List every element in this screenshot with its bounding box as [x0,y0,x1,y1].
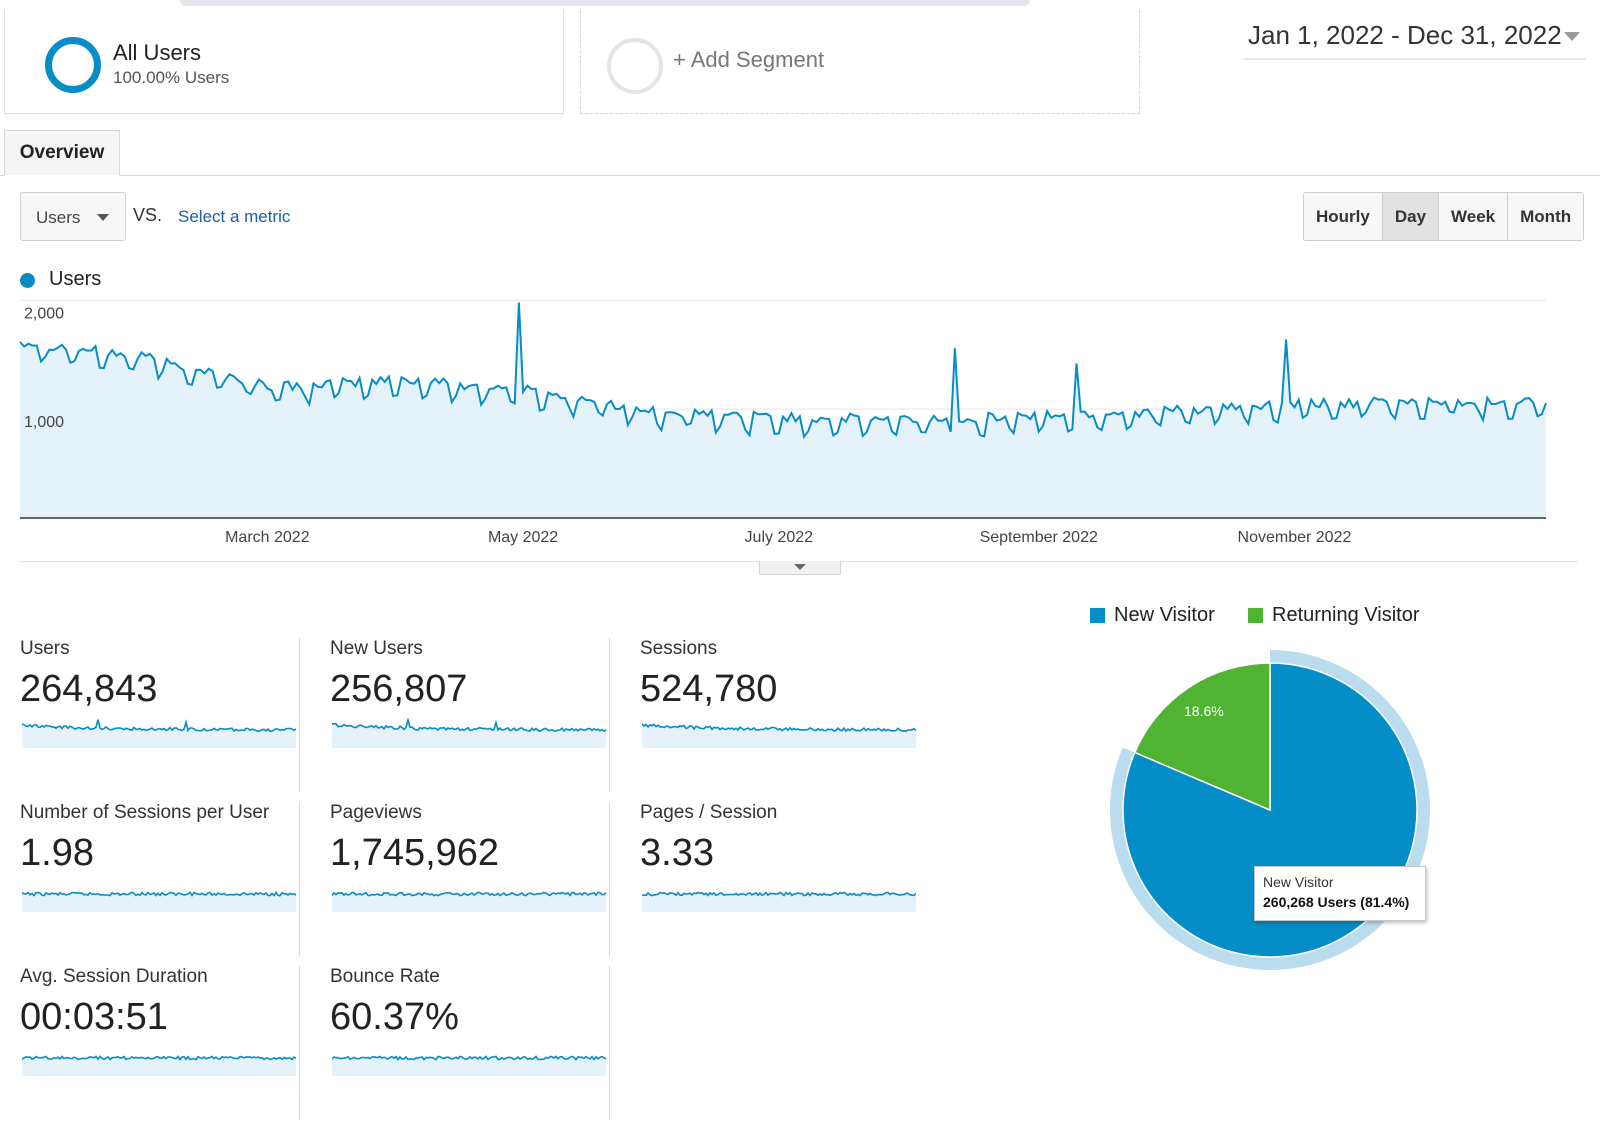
metric-select-value: Users [36,208,81,227]
y-tick-label: 2,000 [24,305,64,322]
day-button[interactable]: Day [1382,193,1440,240]
pie-legend-returning-label: Returning Visitor [1272,604,1420,626]
sparkline-area [332,720,606,748]
x-tick-label: July 2022 [745,529,814,546]
x-tick-label: November 2022 [1238,529,1352,546]
tab-overview[interactable]: Overview [4,130,120,176]
sparkline-area [22,1056,296,1076]
sparkline-line [332,1055,606,1061]
sparkline-line [22,719,296,733]
users-legend-dot [20,273,35,288]
segment-subtitle: 100.00% Users [113,68,230,87]
metric-tile[interactable]: Users 264,843 [0,638,300,792]
sparkline-line [642,891,916,897]
pie-legend-new[interactable]: New Visitor [1090,604,1215,627]
metric-label: Number of Sessions per User [20,802,270,823]
select-metric-link[interactable]: Select a metric [178,207,291,226]
metric-value: 1.98 [20,832,94,874]
date-range-picker[interactable]: Jan 1, 2022 - Dec 31, 2022 [1244,14,1586,60]
metric-value: 3.33 [640,832,714,874]
add-segment-button[interactable]: + Add Segment [580,10,1140,114]
metric-tile[interactable]: Avg. Session Duration 00:03:51 [0,966,300,1120]
metric-tile[interactable]: Sessions 524,780 [620,638,920,792]
visitor-type-pie-chart [1109,650,1430,971]
metric-label: Sessions [640,638,718,659]
x-tick-label: September 2022 [980,529,1098,546]
sparkline-area [642,723,916,748]
segment-ring-icon [45,37,101,93]
metric-sparkline [22,890,296,912]
hourly-button[interactable]: Hourly [1304,193,1383,240]
metric-sparkline [22,1055,296,1076]
metric-tile[interactable]: Number of Sessions per User 1.98 [0,802,300,956]
metric-sparkline [642,891,916,912]
sparkline-line [642,723,916,733]
users-legend-label: Users [49,268,102,290]
metric-value: 1,745,962 [330,832,500,874]
week-button[interactable]: Week [1439,193,1509,240]
metric-label: Bounce Rate [330,966,440,987]
metric-sparkline [332,718,606,748]
metric-sparkline [332,891,606,912]
metric-tile[interactable]: Pageviews 1,745,962 [310,802,610,956]
metric-value: 256,807 [330,668,468,710]
pie-slice-label-returning: 18.6% [1184,703,1224,719]
tabs-divider [0,175,1600,176]
date-range-label: Jan 1, 2022 - Dec 31, 2022 [1248,20,1562,50]
sparkline-line [22,890,296,897]
month-button[interactable]: Month [1508,193,1584,240]
users-timeline-chart: 2,000 1,000 March 2022 May 2022 July 2022 Sep… [19,299,1547,546]
sparkline-line [332,891,606,897]
granularity-toggle: Hourly Day Week Month [1303,192,1585,241]
sparkline-line [332,718,606,733]
new-visitor-swatch [1090,608,1105,623]
metric-label: Pages / Session [640,802,778,823]
sparkline-line [22,1055,296,1061]
pie-tooltip: New Visitor 260,268 Users (81.4%) [1254,866,1426,921]
collapse-chart-handle[interactable] [759,561,841,575]
metric-label: Avg. Session Duration [20,966,208,987]
metric-label: New Users [330,638,423,659]
caret-down-icon [794,564,806,570]
tooltip-title: New Visitor [1263,874,1334,890]
empty-segment-icon [607,38,663,94]
top-toolbar-edge [180,0,1030,6]
metric-value: 00:03:51 [20,996,168,1038]
metric-value: 264,843 [20,668,158,710]
users-series-line [19,302,1547,440]
metric-value: 524,780 [640,668,778,710]
tooltip-value: 260,268 Users (81.4%) [1263,894,1410,910]
metric-sparkline [332,1055,606,1076]
pie-legend-returning[interactable]: Returning Visitor [1248,604,1419,627]
pie-slice-returning-visitor [1133,662,1271,812]
x-tick-label: May 2022 [488,529,558,546]
vs-label: VS. [133,205,163,225]
sparkline-area [332,892,606,912]
caret-down-icon [97,214,109,221]
caret-down-icon [1564,32,1580,41]
metric-sparkline [642,723,916,748]
metric-label: Users [20,638,70,659]
segment-all-users[interactable]: All Users 100.00% Users [4,10,564,114]
metric-label: Pageviews [330,802,422,823]
add-segment-label: + Add Segment [673,47,825,72]
sparkline-area [22,892,296,912]
x-tick-label: March 2022 [225,529,310,546]
sparkline-area [642,892,916,912]
y-tick-label: 1,000 [24,414,64,431]
returning-visitor-swatch [1248,608,1263,623]
metric-tile[interactable]: New Users 256,807 [310,638,610,792]
metric-select[interactable]: Users [20,192,126,241]
pie-legend-new-label: New Visitor [1114,604,1215,626]
metric-tile[interactable]: Bounce Rate 60.37% [310,966,610,1120]
metric-sparkline [22,719,296,748]
metric-value: 60.37% [330,996,459,1038]
segment-title: All Users [113,40,202,65]
sparkline-area [332,1056,606,1076]
sparkline-area [22,719,296,748]
metric-tile[interactable]: Pages / Session 3.33 [620,802,920,956]
users-area-fill [20,302,1546,518]
